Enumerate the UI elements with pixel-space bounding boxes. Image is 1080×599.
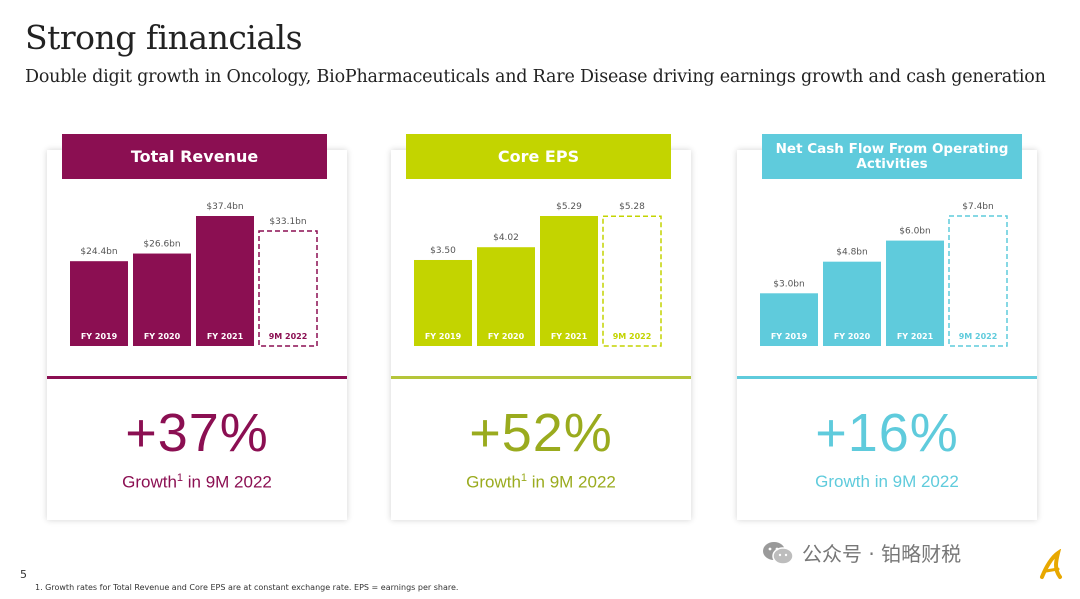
net-cash-flow-card: Net Cash Flow From Operating Activities … <box>737 134 1037 520</box>
growth-period: in 9M 2022 <box>527 472 616 492</box>
category-label: FY 2019 <box>771 332 808 341</box>
card-divider <box>391 376 691 379</box>
core-eps-card: Core EPS $3.50 FY 2019 $4.02 FY 2020 $5.29 FY… <box>391 134 691 520</box>
category-label: 9M 2022 <box>613 332 652 341</box>
bar-fy-2020 <box>133 253 191 346</box>
category-label: FY 2019 <box>425 332 462 341</box>
bar-value-label: $37.4bn <box>206 202 243 212</box>
category-label: FY 2021 <box>897 332 934 341</box>
bar-value-label: $6.0bn <box>899 227 930 237</box>
growth-percent: +37% <box>125 403 269 463</box>
card-divider <box>737 376 1037 379</box>
wechat-watermark: 公众号 · 铂略财税 <box>762 538 961 567</box>
bar-fy-2019 <box>414 259 472 346</box>
category-label: 9M 2022 <box>269 332 308 341</box>
bar-value-label: $3.50 <box>430 246 456 256</box>
net-cash-flow-chart: $3.0bn FY 2019 $4.8bn FY 2020 $6.0bn FY 2021 $… <box>760 202 1008 347</box>
bar-fy-2020 <box>477 247 535 346</box>
growth-period: in 9M 2022 <box>183 472 272 492</box>
footnote: 1. Growth rates for Total Revenue and Co… <box>35 583 459 592</box>
page-title: Strong financials <box>25 18 303 57</box>
bar-fy-2019 <box>760 293 818 346</box>
bar-fy-2021 <box>540 216 598 346</box>
astrazeneca-logo-icon <box>1040 549 1062 579</box>
watermark-text: 公众号 · 铂略财税 <box>802 542 962 566</box>
bar-value-label: $33.1bn <box>269 217 306 227</box>
growth-word: Growth <box>466 472 521 492</box>
card-header-core-eps: Core EPS <box>406 134 671 179</box>
page-number: 5 <box>20 568 27 581</box>
bar-value-label: $4.8bn <box>836 248 867 258</box>
category-label: FY 2021 <box>207 332 244 341</box>
bar-value-label: $5.28 <box>619 202 645 212</box>
bar-value-label: $4.02 <box>493 233 519 243</box>
category-label: FY 2021 <box>551 332 588 341</box>
total-revenue-card: Total Revenue $24.4bn FY 2019 $26.6bn FY 20… <box>47 134 347 520</box>
growth-word: Growth <box>122 472 177 492</box>
bar-fy-2021 <box>196 216 254 346</box>
card-divider <box>47 376 347 379</box>
page-subtitle: Double digit growth in Oncology, BioPhar… <box>25 67 1046 87</box>
footnote-marker: 1 <box>520 472 528 484</box>
category-label: FY 2019 <box>81 332 118 341</box>
category-label: FY 2020 <box>144 332 181 341</box>
growth-percent: +52% <box>469 403 613 463</box>
card-header-total-revenue: Total Revenue <box>62 134 327 179</box>
bar-9m-2022 <box>258 230 318 347</box>
bar-9m-2022 <box>948 215 1008 347</box>
growth-label: Growth1 in 9M 2022 <box>47 472 347 493</box>
bar-value-label: $5.29 <box>556 202 582 212</box>
bar-fy-2021 <box>886 240 944 346</box>
growth-label: Growth in 9M 2022 <box>737 472 1037 492</box>
core-eps-chart: $3.50 FY 2019 $4.02 FY 2020 $5.29 FY 2021 $5.2… <box>414 202 662 347</box>
footnote-marker: 1 <box>176 472 184 484</box>
total-revenue-chart: $24.4bn FY 2019 $26.6bn FY 2020 $37.4bn FY 20… <box>70 202 318 347</box>
category-label: FY 2020 <box>834 332 871 341</box>
category-label: 9M 2022 <box>959 332 998 341</box>
growth-label: Growth1 in 9M 2022 <box>391 472 691 493</box>
bar-value-label: $26.6bn <box>143 240 180 250</box>
wechat-icon <box>763 541 794 565</box>
bar-value-label: $7.4bn <box>962 202 993 212</box>
category-label: FY 2020 <box>488 332 525 341</box>
growth-percent: +16% <box>815 403 959 463</box>
bar-value-label: $24.4bn <box>80 247 117 257</box>
growth-word: Growth in 9M 2022 <box>815 472 959 491</box>
bar-value-label: $3.0bn <box>773 279 804 289</box>
bar-9m-2022 <box>602 215 662 347</box>
bar-fy-2020 <box>823 261 881 346</box>
bar-fy-2019 <box>70 261 128 346</box>
card-header-net-cash-flow: Net Cash Flow From Operating Activities <box>762 134 1022 179</box>
